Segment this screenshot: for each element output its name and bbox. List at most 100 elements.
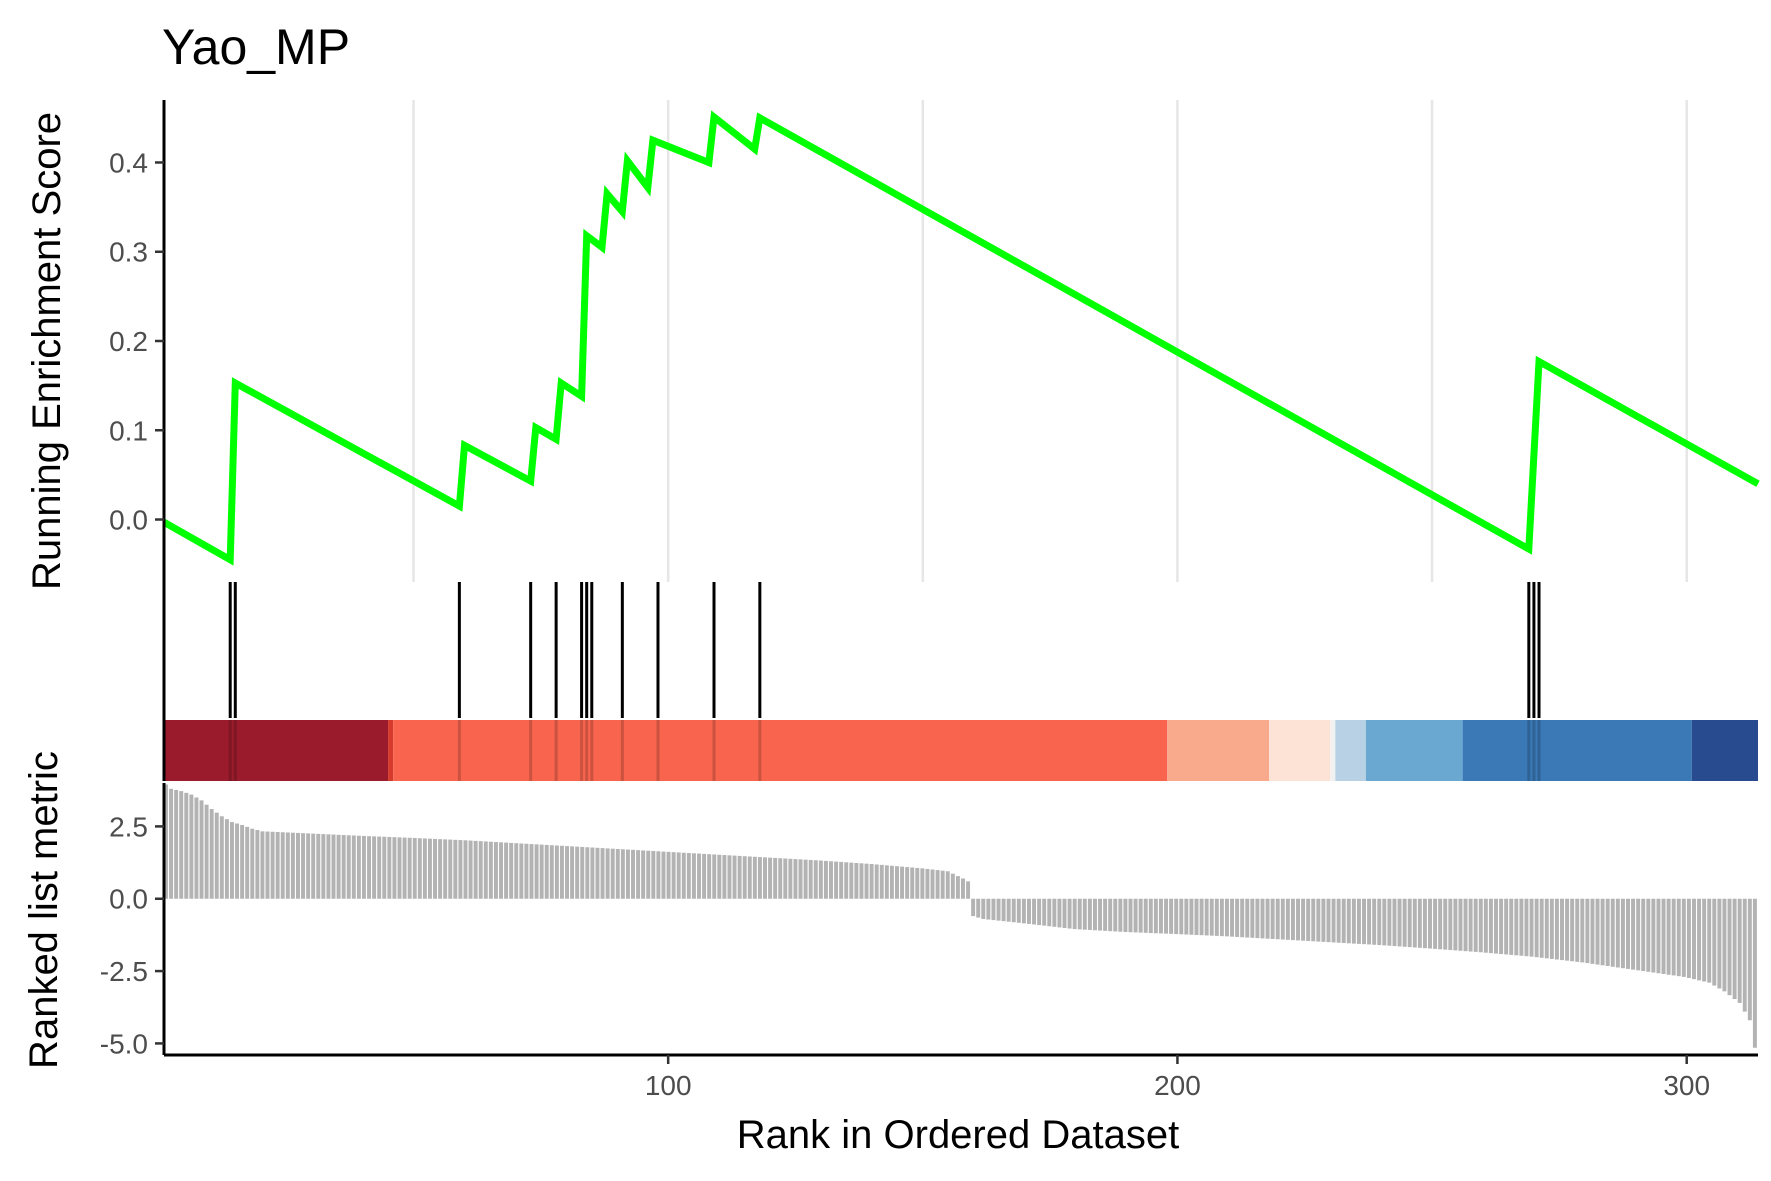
metric-bar-190: [1123, 898, 1128, 933]
strip-segment-5: [1330, 720, 1336, 781]
metric-bar-21: [265, 831, 270, 899]
metric-bar-120: [768, 857, 773, 899]
metric-bar-89: [610, 848, 615, 899]
metric-bar-92: [625, 849, 630, 899]
es-y-tick-label: 0.0: [109, 505, 148, 536]
metric-bar-2: [169, 788, 174, 899]
metric-bar-159: [966, 881, 971, 899]
metric-bar-186: [1103, 898, 1108, 931]
metric-bar-207: [1209, 898, 1214, 936]
metric-bar-140: [869, 864, 874, 899]
metric-bar-7: [194, 797, 199, 899]
metric-bar-54: [433, 838, 438, 899]
metric-bar-296: [1661, 898, 1666, 974]
ranking-color-strip: [164, 720, 1758, 781]
metric-bar-69: [509, 842, 514, 899]
metric-bar-237: [1362, 898, 1366, 945]
metric-bar-122: [778, 858, 783, 899]
metric-bar-249: [1422, 898, 1427, 949]
metric-bar-155: [945, 871, 950, 899]
metric-bar-267: [1514, 898, 1519, 956]
metric-bar-28: [301, 833, 306, 899]
metric-bar-139: [864, 863, 869, 899]
metric-bar-105: [691, 853, 696, 899]
metric-bar-307: [1717, 898, 1722, 989]
metric-y-tick-label: 0.0: [109, 884, 148, 915]
metric-bar-314: [1752, 898, 1757, 1048]
metric-bar-23: [275, 832, 280, 899]
metric-bar-206: [1204, 898, 1209, 936]
metric-bar-243: [1392, 898, 1397, 947]
metric-bar-169: [1016, 898, 1021, 923]
metric-bar-106: [697, 853, 701, 899]
metric-bar-51: [417, 838, 422, 899]
metric-bar-116: [747, 856, 752, 899]
metric-bar-79: [559, 845, 564, 899]
metric-bar-193: [1138, 898, 1143, 933]
metric-bar-245: [1402, 898, 1407, 947]
metric-bar-25: [285, 832, 290, 899]
ranked-list-metric-panel: [164, 784, 1757, 1048]
metric-bar-289: [1626, 898, 1630, 969]
metric-bar-178: [1062, 898, 1067, 928]
metric-bar-84: [585, 847, 590, 899]
metric-bar-217: [1260, 898, 1265, 939]
metric-bar-60: [463, 840, 468, 899]
metric-bar-61: [468, 840, 473, 899]
metric-bar-168: [1011, 898, 1016, 923]
metric-bar-27: [295, 832, 300, 899]
es-y-tick-label: 0.4: [109, 147, 148, 178]
metric-bar-172: [1032, 898, 1037, 925]
metric-bar-224: [1296, 898, 1300, 941]
metric-bar-36: [341, 835, 346, 899]
metric-bar-30: [311, 833, 316, 899]
x-tick-label: 300: [1663, 1070, 1710, 1101]
metric-bar-98: [656, 851, 661, 899]
metric-bar-235: [1351, 898, 1356, 944]
metric-bar-229: [1321, 898, 1326, 942]
metric-bar-264: [1499, 898, 1504, 955]
metric-bar-6: [189, 794, 194, 899]
metric-bar-171: [1026, 898, 1031, 924]
metric-bar-286: [1610, 898, 1615, 967]
metric-bar-82: [575, 846, 580, 899]
metric-bar-131: [823, 860, 828, 899]
metric-bar-263: [1494, 898, 1498, 954]
metric-bar-32: [321, 834, 326, 899]
metric-bar-278: [1570, 898, 1575, 962]
metric-bar-110: [717, 854, 722, 899]
strip-segment-1: [388, 720, 394, 781]
metric-bar-236: [1356, 898, 1361, 944]
metric-bar-219: [1270, 898, 1275, 939]
metric-bar-101: [671, 852, 676, 899]
metric-bar-39: [356, 835, 361, 899]
metric-bar-138: [859, 863, 864, 899]
metric-bar-154: [940, 870, 945, 899]
metric-bar-305: [1707, 898, 1712, 983]
metric-bar-119: [763, 857, 767, 899]
metric-bar-282: [1590, 898, 1595, 964]
metric-bar-109: [712, 854, 717, 899]
metric-bar-66: [493, 842, 498, 899]
metric-bar-141: [874, 864, 879, 899]
metric-bar-279: [1575, 898, 1580, 962]
metric-bar-252: [1438, 898, 1443, 950]
metric-bar-167: [1006, 898, 1011, 922]
metric-bar-163: [986, 898, 991, 920]
metric-bar-111: [722, 855, 727, 899]
metric-bar-13: [224, 819, 229, 899]
metric-bar-285: [1605, 898, 1610, 967]
metric-bar-302: [1692, 898, 1696, 980]
metric-bar-181: [1077, 898, 1082, 930]
metric-bar-308: [1722, 898, 1727, 992]
metric-bar-135: [844, 862, 849, 899]
metric-bar-198: [1164, 898, 1169, 934]
metric-bar-283: [1595, 898, 1600, 965]
metric-bar-295: [1656, 898, 1661, 974]
metric-bar-99: [661, 851, 666, 899]
metric-bar-272: [1539, 898, 1544, 958]
metric-bar-242: [1387, 898, 1392, 946]
metric-bar-294: [1651, 898, 1656, 973]
metric-bar-192: [1133, 898, 1138, 933]
